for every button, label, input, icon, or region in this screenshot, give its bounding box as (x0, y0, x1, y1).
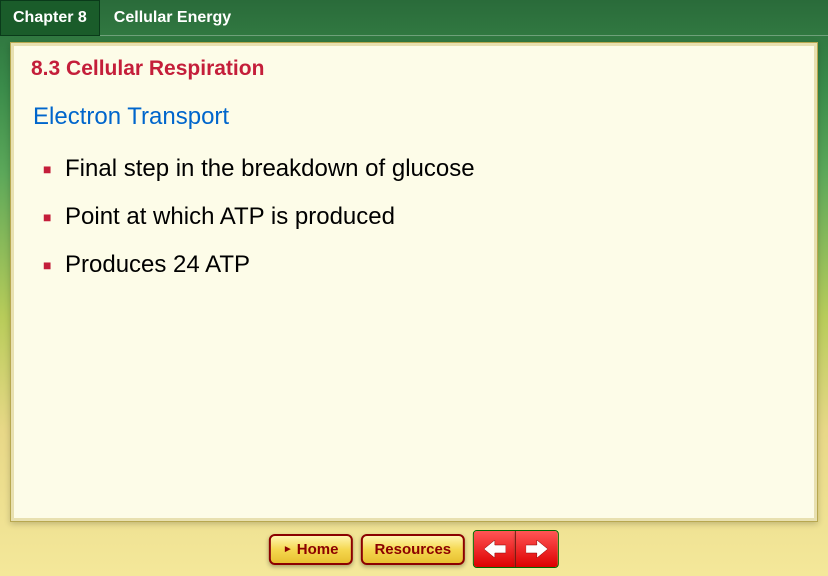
resources-button[interactable]: Resources (360, 534, 465, 565)
arrow-right-icon (526, 540, 548, 558)
header-bar: Chapter 8 Cellular Energy (0, 0, 828, 36)
home-button[interactable]: Home (269, 534, 353, 565)
arrow-left-icon (484, 540, 506, 558)
arrow-group (473, 530, 559, 568)
home-label: Home (297, 541, 339, 558)
chapter-label: Chapter 8 (13, 9, 87, 27)
bullet-list: Final step in the breakdown of glucose P… (43, 155, 797, 279)
section-title: 8.3 Cellular Respiration (31, 57, 797, 81)
bottom-nav: Home Resources (269, 530, 559, 568)
chapter-title: Cellular Energy (100, 0, 828, 36)
resources-label: Resources (374, 541, 451, 558)
content-panel: 8.3 Cellular Respiration Electron Transp… (10, 42, 818, 522)
chapter-badge: Chapter 8 (0, 0, 100, 36)
bullet-item: Final step in the breakdown of glucose (43, 155, 797, 183)
chapter-title-text: Cellular Energy (114, 9, 231, 27)
next-button[interactable] (516, 531, 558, 567)
bullet-item: Produces 24 ATP (43, 251, 797, 279)
bullet-item: Point at which ATP is produced (43, 203, 797, 231)
prev-button[interactable] (474, 531, 516, 567)
subtitle: Electron Transport (33, 103, 797, 131)
